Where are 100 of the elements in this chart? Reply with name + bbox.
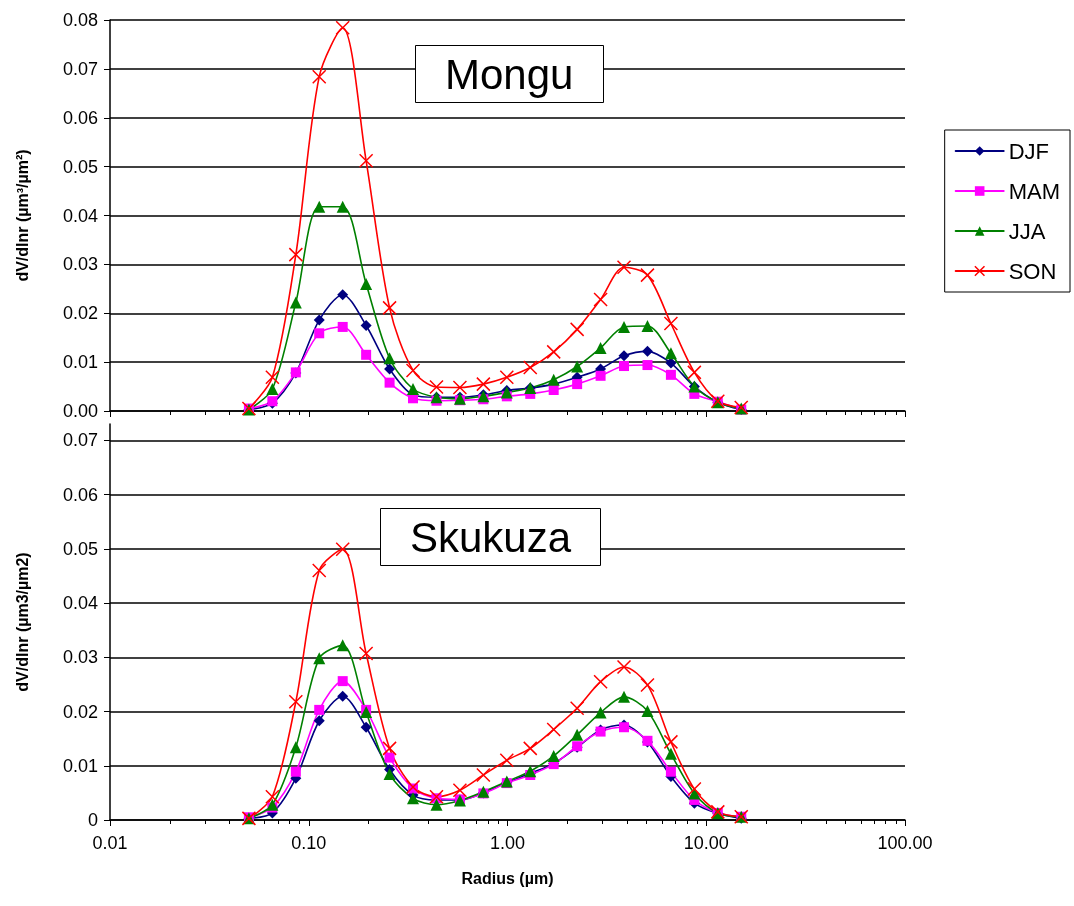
point (289, 741, 302, 754)
point (665, 369, 676, 380)
y-tick-label: 0.03 (62, 647, 98, 668)
point (476, 376, 491, 392)
point (616, 260, 632, 275)
point (384, 363, 396, 375)
x-axis-title: Radius (µm) (461, 869, 554, 887)
point (547, 373, 560, 386)
point (313, 652, 326, 665)
point (641, 345, 653, 357)
y-tick-label: 0.03 (62, 254, 98, 275)
point (594, 341, 607, 354)
point (618, 350, 630, 362)
point (383, 767, 396, 780)
point (337, 676, 348, 687)
y-tick-label: 0.04 (62, 205, 98, 226)
point (336, 200, 349, 213)
point (383, 352, 396, 365)
point (641, 704, 654, 717)
point (452, 782, 468, 798)
point (430, 798, 443, 811)
point (663, 316, 679, 331)
y-axis-title: dV/dlnr (µm³/µm²) (13, 149, 31, 282)
point (384, 752, 395, 763)
point (337, 289, 349, 301)
point (358, 646, 374, 661)
point (429, 379, 444, 395)
point (499, 370, 515, 385)
point (546, 344, 561, 360)
point (311, 69, 327, 84)
point (360, 277, 373, 290)
point (642, 360, 653, 371)
point (335, 542, 350, 557)
point (569, 322, 585, 337)
point (476, 767, 491, 783)
point (266, 383, 279, 396)
y-tick-label: 0.01 (62, 352, 98, 373)
y-tick-label: 0.08 (62, 10, 98, 30)
point (360, 319, 372, 331)
point (452, 380, 468, 395)
point (314, 704, 325, 715)
point (337, 321, 348, 332)
point (523, 360, 538, 375)
point (313, 200, 326, 213)
point (313, 715, 325, 727)
point (616, 659, 632, 675)
point (618, 690, 631, 703)
y-tick-label: 0.07 (62, 58, 98, 79)
x-tick-label: 1.00 (489, 833, 526, 853)
x-tick-label: 100.00 (877, 833, 933, 853)
point (382, 300, 397, 316)
x-tick-label: 10.00 (683, 833, 729, 853)
point (288, 694, 304, 709)
point (523, 741, 538, 756)
point (314, 328, 325, 339)
point (641, 319, 654, 332)
point (664, 347, 677, 360)
y-axis-title: dV/dlnr (µm3/µm2) (13, 552, 31, 692)
point (265, 789, 280, 804)
point (405, 779, 421, 795)
y-tick-label: 0.06 (62, 107, 98, 128)
y-tick-label: 0.01 (62, 755, 98, 776)
point (336, 639, 349, 652)
point (407, 383, 420, 396)
text: Skukuza (410, 513, 572, 561)
y-tick-label: 0 (87, 810, 98, 830)
point (405, 363, 421, 378)
point (384, 377, 395, 388)
legend-label: MAM (1008, 178, 1060, 204)
point (313, 314, 325, 326)
legend-label: DJF (1008, 138, 1049, 164)
point (571, 728, 584, 741)
point (311, 563, 327, 578)
x-tick-label: 0.10 (291, 833, 327, 853)
legend-label: SON (1008, 258, 1057, 284)
y-tick-label: 0.07 (62, 430, 98, 451)
point (548, 384, 559, 395)
point (360, 721, 372, 733)
point (429, 789, 444, 804)
point (663, 734, 679, 750)
point (593, 292, 608, 307)
point (687, 781, 702, 797)
y-tick-label: 0.02 (62, 701, 98, 722)
point (618, 320, 631, 333)
point (546, 722, 561, 737)
y-tick-label: 0.06 (62, 484, 98, 505)
legend-label: JJA (1008, 218, 1046, 244)
point (547, 749, 560, 762)
point (358, 153, 374, 169)
point (665, 766, 676, 777)
point (289, 296, 302, 309)
point (619, 361, 630, 372)
y-tick-label: 0.00 (62, 401, 98, 421)
point (572, 379, 583, 390)
point (594, 706, 607, 719)
y-tick-label: 0.05 (62, 538, 98, 559)
point (664, 747, 677, 760)
y-tick-label: 0.05 (62, 156, 98, 177)
point (382, 741, 397, 756)
point (499, 753, 515, 768)
